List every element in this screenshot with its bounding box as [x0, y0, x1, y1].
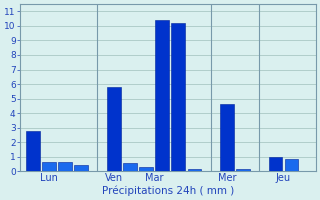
Bar	[123, 163, 137, 171]
Bar	[268, 157, 282, 171]
X-axis label: Précipitations 24h ( mm ): Précipitations 24h ( mm )	[102, 185, 234, 196]
Bar	[172, 23, 185, 171]
Bar	[75, 165, 88, 171]
Bar	[26, 131, 40, 171]
Bar	[236, 169, 250, 171]
Bar	[285, 159, 299, 171]
Bar	[58, 162, 72, 171]
Bar	[107, 87, 121, 171]
Bar	[139, 167, 153, 171]
Bar	[155, 20, 169, 171]
Bar	[188, 169, 201, 171]
Bar	[42, 162, 56, 171]
Bar	[220, 104, 234, 171]
